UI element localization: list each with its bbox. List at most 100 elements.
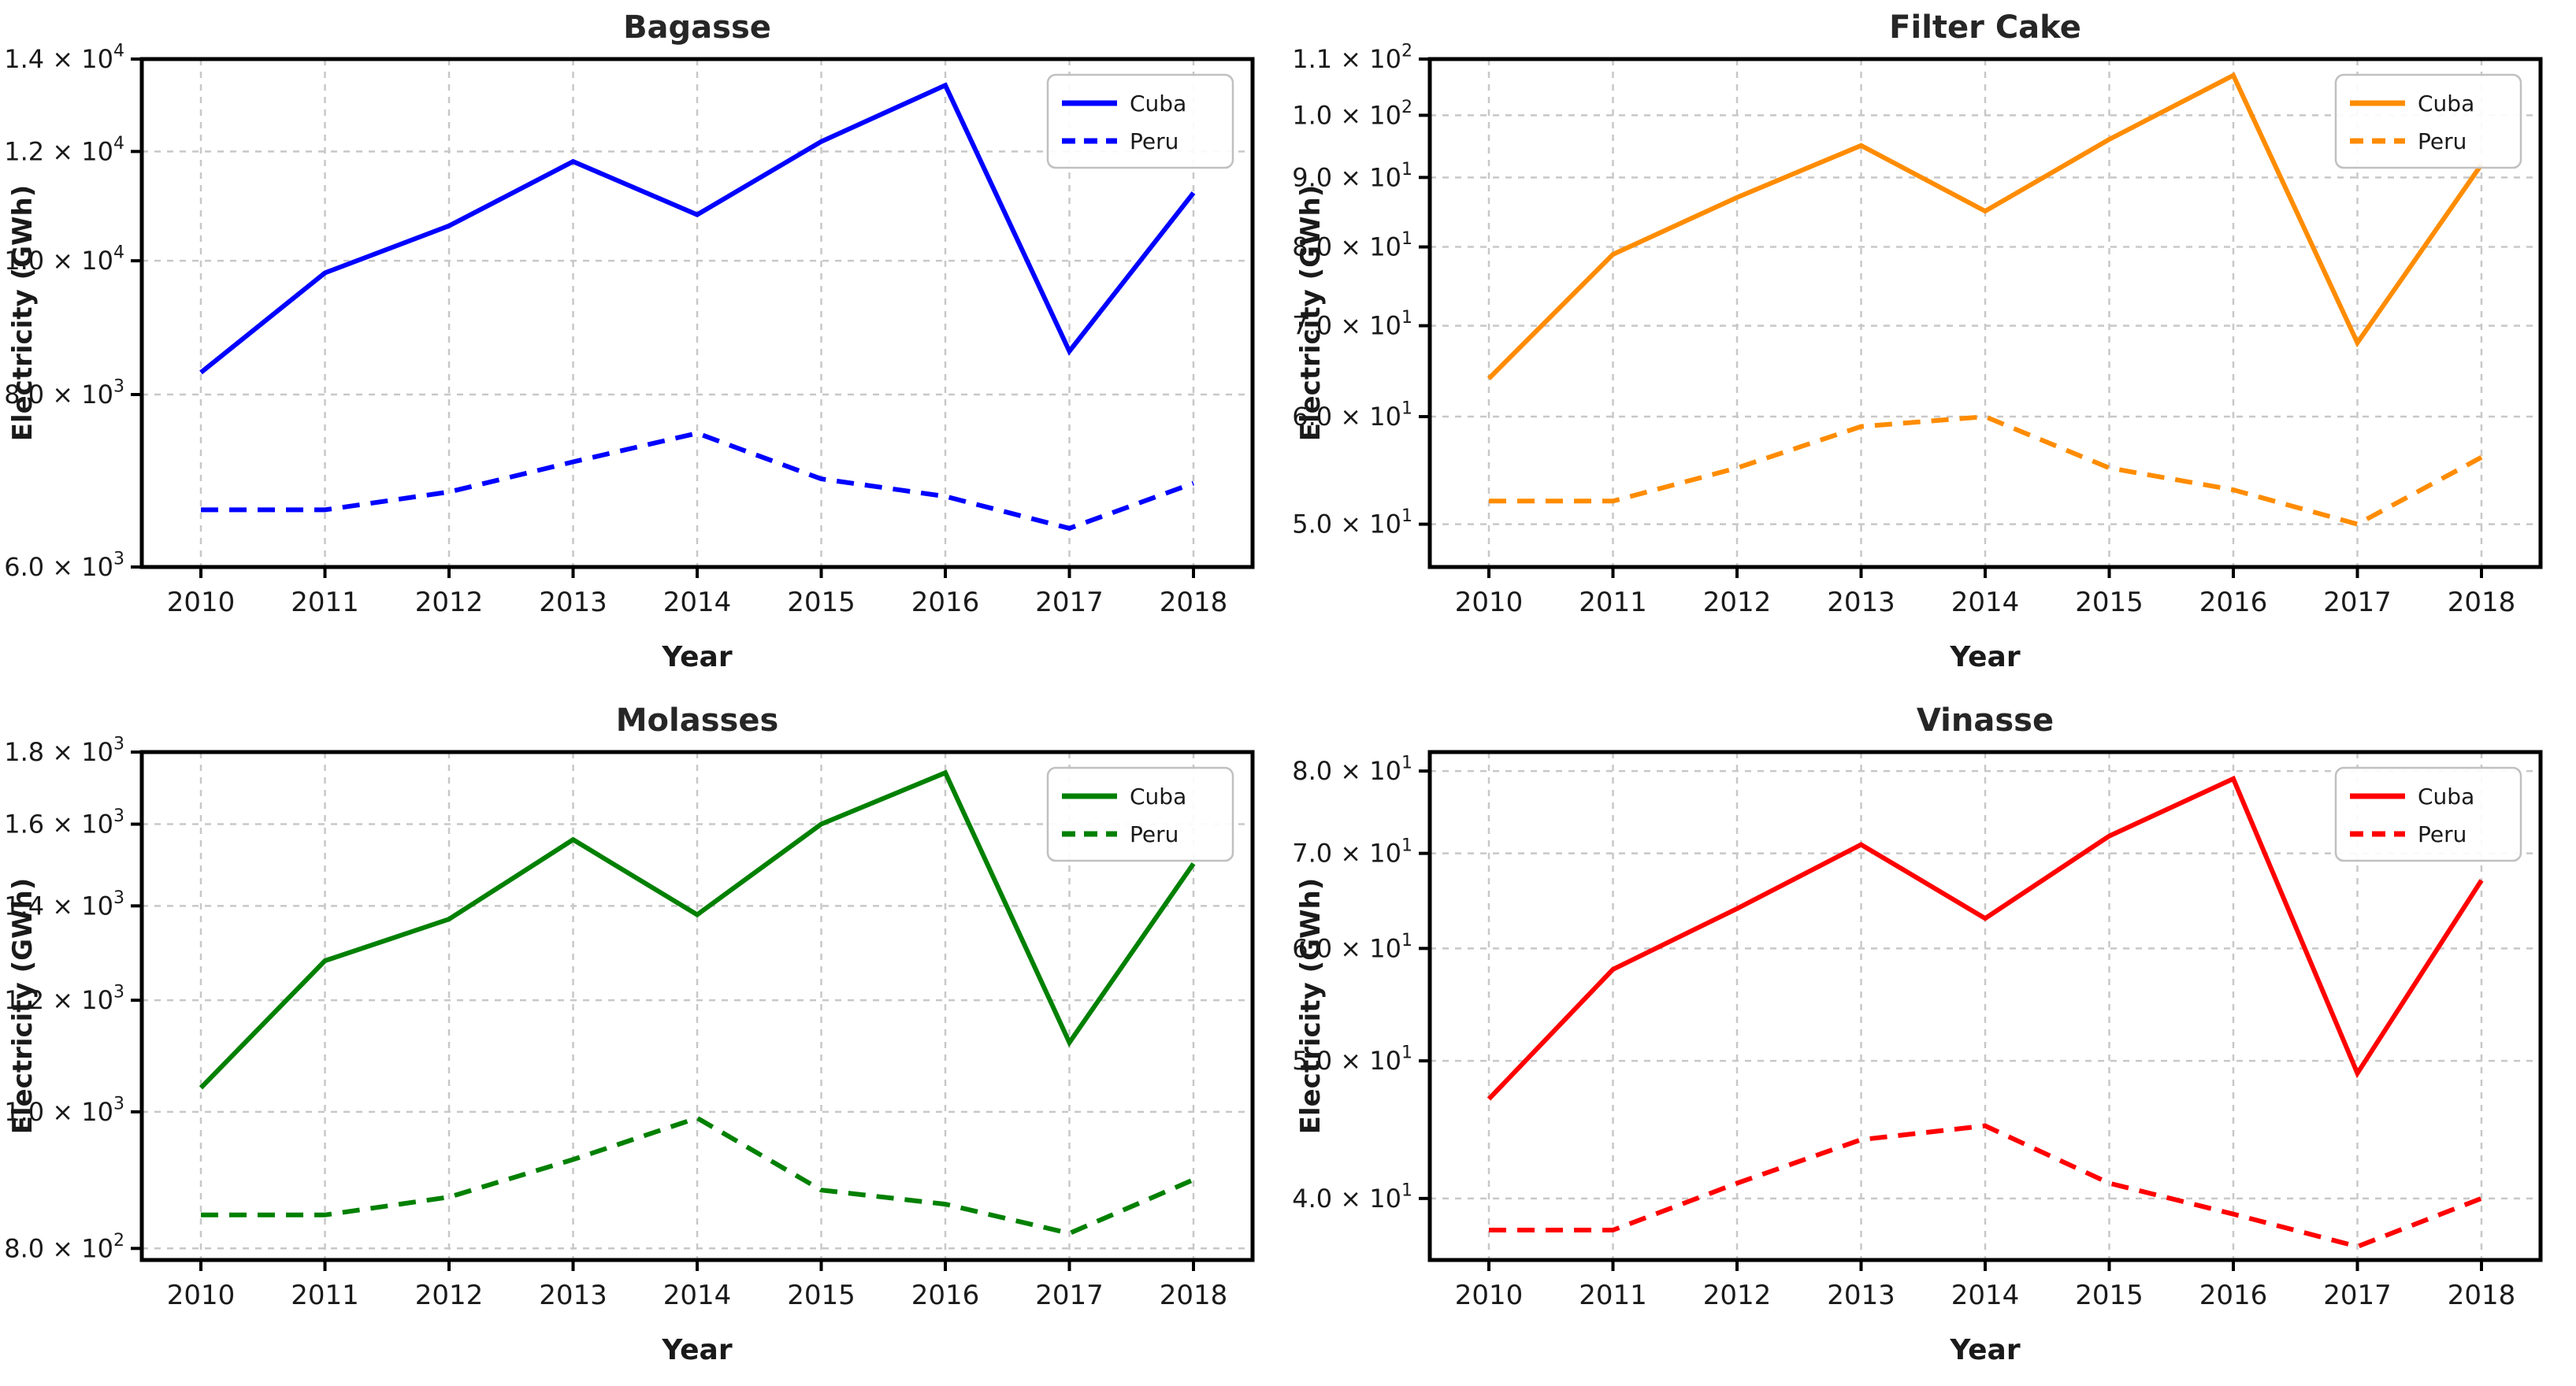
x-tick-label: 2018: [2448, 1280, 2516, 1311]
y-tick-label: 6.0 × 103: [4, 550, 124, 582]
chart-molasses: 2010 2011 2012 2013 2014 2015 2016 2017 2018 1.8 …: [0, 693, 1288, 1386]
x-tick-label: 2011: [291, 587, 359, 618]
tick-marks: [1419, 57, 2483, 578]
y-axis-label: Electricity (GWh): [1295, 185, 1327, 442]
x-tick-label: 2016: [911, 1280, 980, 1311]
y-tick-label: 1.2 × 104: [4, 134, 124, 166]
cuba-line: [1487, 72, 2484, 380]
peru-line: [1489, 1123, 2483, 1250]
legend-label: Cuba: [1130, 784, 1186, 810]
y-tick-label: 1.6 × 103: [4, 806, 124, 839]
legend-frame: [1046, 73, 1234, 169]
y-tick-label: 1.2 × 103: [4, 983, 124, 1015]
x-axis-label: Year: [661, 1334, 732, 1366]
y-tick-label: 5.0 × 101: [1292, 1043, 1412, 1076]
tick-marks: [1419, 769, 2483, 1271]
tick-marks: [131, 57, 1195, 578]
y-tick-label: 8.0 × 103: [4, 377, 124, 410]
x-tick-label: 2015: [787, 1280, 856, 1311]
x-tick-label: 2013: [539, 1280, 607, 1311]
subplot-vinasse: 2010 2011 2012 2013 2014 2015 2016 2017 2018 8.0 …: [1288, 693, 2576, 1386]
y-tick-label: 8.0 × 101: [1292, 754, 1412, 786]
legend-label: Peru: [1130, 821, 1179, 847]
y-tick-label: 1.0 × 103: [4, 1094, 124, 1126]
legend-label: Cuba: [1130, 91, 1186, 117]
legend-label: Cuba: [2418, 784, 2474, 810]
y-tick-label: 5.0 × 101: [1292, 506, 1412, 539]
x-tick-label: 2015: [2075, 587, 2144, 618]
x-tick-label: 2018: [2448, 587, 2516, 618]
chart-title: Molasses: [616, 702, 779, 739]
cuba-line: [1487, 775, 2484, 1101]
x-tick-label: 2013: [1827, 587, 1895, 618]
x-tick-label: 2010: [1455, 587, 1524, 618]
x-tick-label: 2018: [1160, 1280, 1228, 1311]
legend-label: Peru: [2418, 128, 2467, 154]
x-tick-label: 2014: [663, 587, 732, 618]
chart-title: Bagasse: [623, 9, 771, 46]
x-tick-label: 2014: [663, 1280, 732, 1311]
legend-label: Peru: [1130, 128, 1179, 154]
x-tick-label: 2014: [1951, 1280, 2020, 1311]
y-tick-label: 7.0 × 101: [1292, 836, 1412, 868]
y-tick-label: 1.8 × 103: [4, 735, 124, 767]
y-tick-label: 1.0 × 104: [4, 243, 124, 276]
x-tick-label: 2011: [291, 1280, 359, 1311]
x-tick-label: 2010: [1455, 1280, 1524, 1311]
subplot-molasses: 2010 2011 2012 2013 2014 2015 2016 2017 2018 1.8 …: [0, 693, 1288, 1386]
x-axis-label: Year: [1949, 641, 2020, 673]
x-tick-label: 2015: [2075, 1280, 2144, 1311]
legend-frame: [1046, 766, 1234, 862]
x-tick-label: 2016: [911, 587, 980, 618]
y-tick-label: 1.0 × 102: [1292, 98, 1412, 130]
y-tick-label: 6.0 × 101: [1292, 931, 1412, 963]
cuba-line: [199, 769, 1196, 1090]
y-tick-label: 1.4 × 104: [4, 42, 124, 74]
chart-vinasse: 2010 2011 2012 2013 2014 2015 2016 2017 2018 8.0 …: [1288, 693, 2576, 1386]
peru-line: [201, 1115, 1195, 1236]
chart-bagasse: 2010 2011 2012 2013 2014 2015 2016 2017 2018 1.4 …: [0, 0, 1288, 693]
x-tick-label: 2011: [1579, 1280, 1647, 1311]
chart-filter-cake: 2010 2011 2012 2013 2014 2015 2016 2017 2018 1.1 …: [1288, 0, 2576, 693]
x-tick-label: 2017: [2323, 1280, 2392, 1311]
x-tick-label: 2018: [1160, 587, 1228, 618]
x-tick-label: 2011: [1579, 587, 1647, 618]
x-tick-label: 2015: [787, 587, 856, 618]
tick-marks: [131, 750, 1195, 1271]
x-tick-label: 2017: [2323, 587, 2392, 618]
legend: Cuba Peru: [2334, 766, 2522, 862]
legend-frame: [2334, 73, 2522, 169]
x-tick-label: 2016: [2199, 1280, 2268, 1311]
x-tick-label: 2012: [415, 1280, 484, 1311]
chart-title: Vinasse: [1917, 702, 2054, 739]
x-axis-label: Year: [1949, 1334, 2020, 1366]
chart-title: Filter Cake: [1889, 9, 2081, 46]
x-tick-label: 2017: [1035, 587, 1104, 618]
legend-label: Peru: [2418, 821, 2467, 847]
y-tick-label: 8.0 × 101: [1292, 229, 1412, 261]
legend: Cuba Peru: [1046, 766, 1234, 862]
cuba-line: [199, 82, 1196, 375]
peru-line: [1489, 414, 2483, 527]
legend-label: Cuba: [2418, 91, 2474, 117]
legend: Cuba Peru: [2334, 73, 2522, 169]
x-tick-label: 2010: [167, 587, 236, 618]
y-tick-label: 9.0 × 101: [1292, 160, 1412, 192]
legend: Cuba Peru: [1046, 73, 1234, 169]
y-axis-label: Electricity (GWh): [7, 878, 39, 1135]
x-tick-label: 2016: [2199, 587, 2268, 618]
x-tick-label: 2013: [539, 587, 607, 618]
y-axis-label: Electricity (GWh): [7, 185, 39, 442]
y-tick-label: 8.0 × 102: [4, 1231, 124, 1263]
y-tick-label: 7.0 × 101: [1292, 308, 1412, 340]
x-tick-label: 2017: [1035, 1280, 1104, 1311]
y-tick-label: 1.1 × 102: [1292, 42, 1412, 74]
x-tick-label: 2012: [1703, 1280, 1772, 1311]
x-tick-label: 2012: [1703, 587, 1772, 618]
y-tick-label: 6.0 × 101: [1292, 399, 1412, 432]
y-tick-label: 4.0 × 101: [1292, 1180, 1412, 1213]
subplot-bagasse: 2010 2011 2012 2013 2014 2015 2016 2017 2018 1.4 …: [0, 0, 1288, 693]
x-tick-label: 2010: [167, 1280, 236, 1311]
subplot-filter-cake: 2010 2011 2012 2013 2014 2015 2016 2017 2018 1.1 …: [1288, 0, 2576, 693]
x-tick-label: 2014: [1951, 587, 2020, 618]
